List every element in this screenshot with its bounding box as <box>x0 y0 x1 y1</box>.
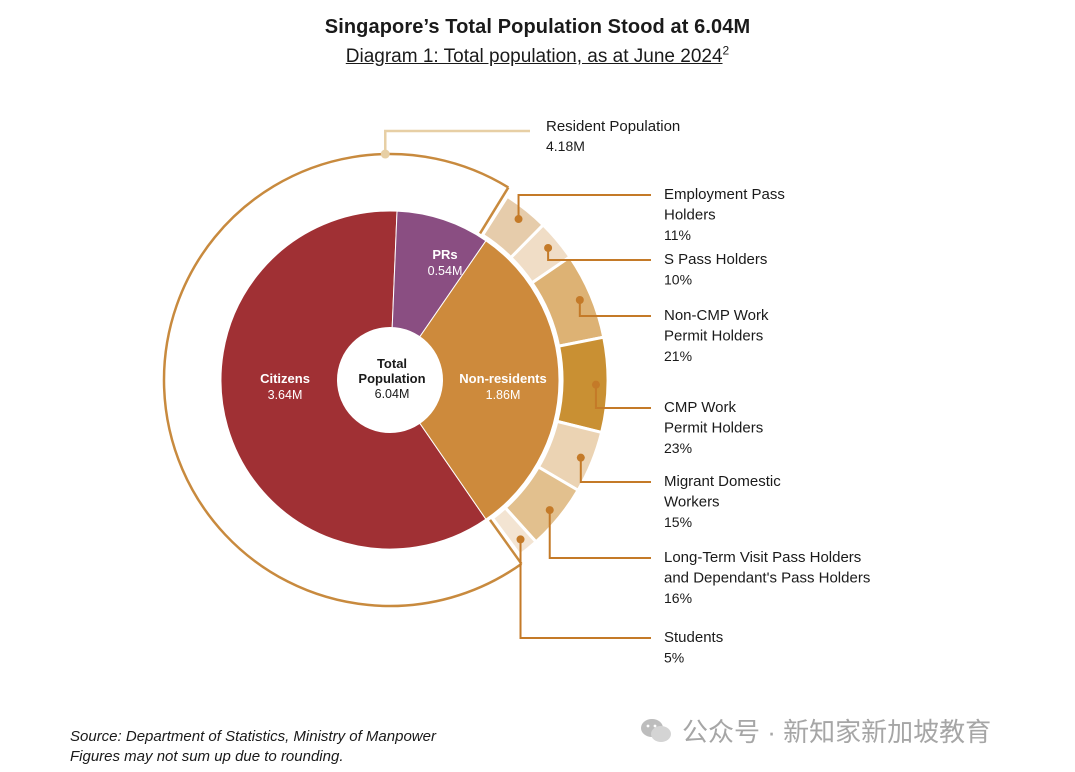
outer-label-6-pct: 16% <box>664 590 692 606</box>
outer-label-6-line2: and Dependant's Pass Holders <box>664 570 870 587</box>
outer-label-1-line1: Employment Pass <box>664 186 785 203</box>
outer-label-4-pct: 23% <box>664 440 692 456</box>
outer-label-5-pct: 15% <box>664 514 692 530</box>
center-label-line2: Population <box>358 371 425 386</box>
wechat-icon <box>641 718 671 742</box>
outer-label-7-line1: Students <box>664 629 723 646</box>
outer-label-4-line1: CMP Work <box>664 399 736 416</box>
subtitle-text: Diagram 1: Total population, as at June … <box>345 46 723 67</box>
resident-ring-cap-top <box>478 186 510 235</box>
outer-label-4-line2: Permit Holders <box>664 420 763 437</box>
label-citizens-name: Citizens <box>260 371 310 386</box>
outer-label-5-line2: Workers <box>664 494 720 511</box>
outer-label-3-line1: Non-CMP Work <box>664 307 769 324</box>
leader-line-6 <box>548 510 651 559</box>
label-non-residents-value: 1.86M <box>486 388 521 402</box>
center-value: 6.04M <box>375 387 410 401</box>
resident-population-label: Resident Population <box>546 118 680 135</box>
watermark: 公众号 · 新知家新加坡教育 <box>640 712 991 749</box>
center-label-line1: Total <box>377 356 407 371</box>
rounding-note: Figures may not sum up due to rounding. <box>70 748 344 765</box>
outer-label-3-pct: 21% <box>664 348 692 364</box>
outer-label-1-pct: 11% <box>664 227 691 243</box>
label-citizens-value: 3.64M <box>268 388 303 402</box>
outer-label-5-line1: Migrant Domestic <box>664 473 781 490</box>
outer-label-1-line2: Holders <box>664 207 716 224</box>
resident-population-value: 4.18M <box>546 138 585 154</box>
outer-label-6-line1: Long-Term Visit Pass Holders <box>664 549 861 566</box>
resident-ring-cap-bottom <box>489 519 523 565</box>
leader-line-7 <box>519 539 651 639</box>
chart-title: Singapore’s Total Population Stood at 6.… <box>324 16 751 38</box>
leader-line-3 <box>578 299 651 317</box>
watermark-text: 公众号 · 新知家新加坡教育 <box>682 717 992 747</box>
outer-label-2-line1: S Pass Holders <box>664 251 767 268</box>
outer-label-3-line2: Permit Holders <box>664 328 763 345</box>
label-non-residents-name: Non-residents <box>459 371 546 386</box>
center-hole <box>337 327 443 433</box>
label-prs-value: 0.54M <box>428 264 463 278</box>
outer-label-2-pct: 10% <box>664 272 692 288</box>
slice-non-residents <box>389 240 560 520</box>
outer-slice-7 <box>490 505 539 558</box>
source-note: Source: Department of Statistics, Minist… <box>70 728 436 745</box>
leader-line-2 <box>547 247 651 261</box>
resident-ring-arc <box>162 152 523 608</box>
outer-label-7-pct: 5% <box>664 650 684 666</box>
leader-line-5 <box>579 457 651 483</box>
chart-subtitle: Diagram 1: Total population, as at June … <box>0 43 1075 68</box>
leader-dot-6 <box>545 506 554 515</box>
leader-line-1 <box>517 194 651 220</box>
resident-leader-line <box>384 129 530 155</box>
leader-line-4 <box>594 384 651 409</box>
outer-slice-4 <box>555 335 610 435</box>
subtitle-footnote-marker: 2 <box>722 43 730 58</box>
label-prs-name: PRs <box>432 247 457 262</box>
